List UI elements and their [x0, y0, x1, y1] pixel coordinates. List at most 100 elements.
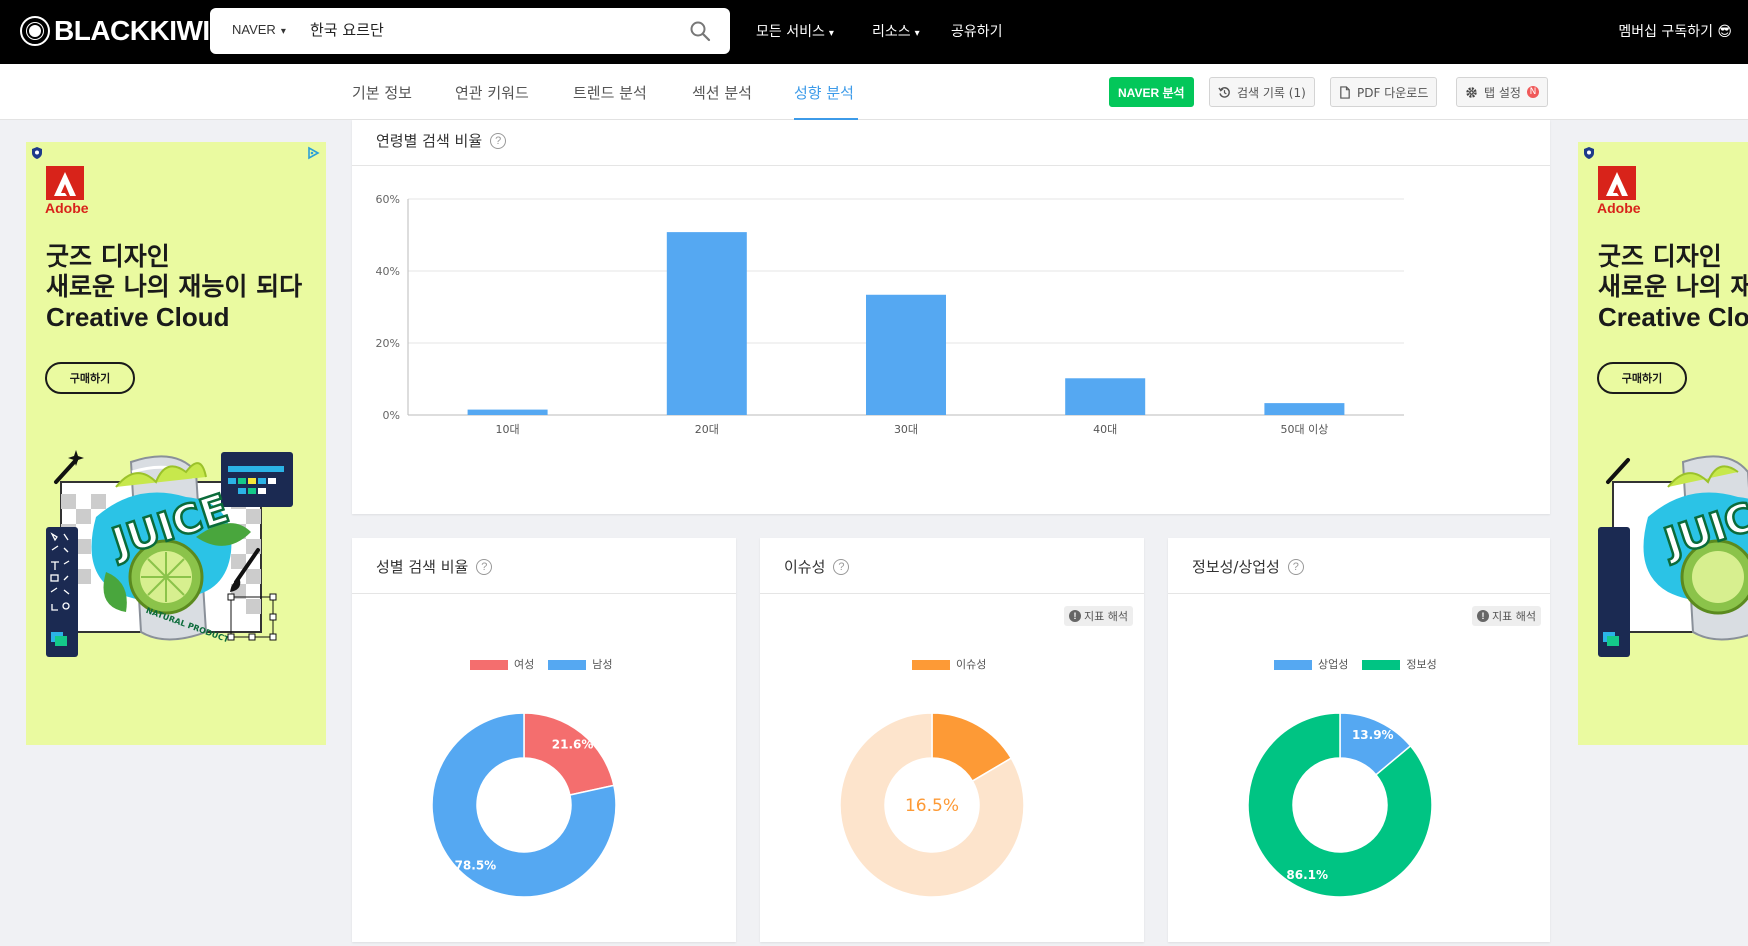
help-icon[interactable]: ? [1287, 558, 1304, 575]
issue-donut-chart: 16.5% [839, 712, 1025, 898]
info-commercial-title: 정보성/상업성 ? [1192, 556, 1304, 577]
chevron-down-icon: ▾ [828, 28, 834, 39]
ad-buy-button[interactable]: 구매하기 [45, 362, 135, 394]
gear-icon [1466, 86, 1477, 98]
adobe-brand-text: Adobe [45, 200, 89, 216]
legend-item-commercial[interactable]: 상업성 [1274, 656, 1348, 672]
help-icon[interactable]: ? [476, 558, 493, 575]
ad-privacy-icon[interactable] [1582, 146, 1596, 160]
interpret-label: 지표 해석 [1084, 610, 1128, 623]
naver-analysis-button[interactable]: NAVER 분석 [1109, 77, 1194, 107]
menu-all-services[interactable]: 모든 서비스 ▾ [756, 21, 834, 41]
bar[interactable] [467, 409, 548, 415]
age-ratio-title-text: 연령별 검색 비율 [376, 132, 483, 150]
bar[interactable] [666, 232, 747, 415]
ad-banner-left[interactable]: Adobe 굿즈 디자인 새로운 나의 재능이 되다 Creative Clou… [26, 142, 326, 745]
gender-ratio-title-text: 성별 검색 비율 [376, 558, 469, 576]
donut-slice[interactable] [431, 712, 617, 898]
legend-item-informational[interactable]: 정보성 [1362, 656, 1437, 672]
legend-label-informational: 정보성 [1406, 658, 1437, 671]
gender-ratio-card: 성별 검색 비율 ? 여성 남성 21.6% 78.5% [352, 538, 736, 942]
pdf-download-button[interactable]: PDF 다운로드 [1330, 77, 1438, 107]
gender-ratio-title: 성별 검색 비율 ? [376, 556, 493, 577]
donut-slice[interactable] [1247, 712, 1433, 898]
search-history-button[interactable]: 검색 기록 (1) [1209, 77, 1315, 107]
adobe-logo-icon [46, 166, 84, 200]
legend-swatch-male [548, 660, 587, 670]
adchoices-icon[interactable] [306, 146, 320, 160]
ad-headline-line-3: Creative Clo [1598, 302, 1748, 332]
new-badge-icon: N [1526, 86, 1539, 98]
chevron-down-icon: ▾ [280, 26, 286, 37]
membership-link[interactable]: 멤버십 구독하기 😎 [1618, 24, 1732, 40]
search-icon[interactable] [688, 19, 712, 43]
search-input[interactable] [310, 20, 630, 38]
menu-resources-label: 리소스 [872, 24, 911, 40]
bar[interactable] [1264, 403, 1345, 415]
ad-privacy-icon[interactable] [30, 146, 44, 160]
bar[interactable] [1065, 378, 1146, 415]
logo-text: BLACKKIWI [54, 15, 210, 46]
donut-slice[interactable] [839, 712, 1025, 898]
active-tab-indicator [794, 118, 858, 120]
card-divider [352, 593, 736, 594]
info-commercial-title-text: 정보성/상업성 [1192, 558, 1280, 576]
ad-headline: 굿즈 디자인 새로운 나의 재능이 되다 Creative Cloud [46, 242, 302, 332]
adobe-brand-text: Adobe [1597, 200, 1641, 216]
analysis-tabs-bar: 기본 정보 연관 키워드 트렌드 분석 섹션 분석 성향 분석 NAVER 분석… [0, 64, 1748, 120]
x-tick-label: 30대 [894, 423, 918, 436]
donut-slice[interactable] [523, 712, 615, 796]
interpret-label: 지표 해석 [1492, 610, 1536, 623]
legend-item-male[interactable]: 남성 [548, 656, 613, 672]
tab-tendency-analysis[interactable]: 성향 분석 [794, 84, 854, 102]
history-icon [1218, 86, 1230, 98]
issue-title-text: 이슈성 [784, 558, 826, 576]
search-engine-select[interactable]: NAVER ▾ [232, 22, 286, 37]
x-tick-label: 50대 이상 [1280, 423, 1328, 436]
file-icon [1340, 85, 1350, 99]
ad-banner-right[interactable]: Adobe 굿즈 디자인 새로운 나의 재 Creative Clo 구매하기 … [1578, 142, 1748, 745]
x-tick-label: 40대 [1093, 423, 1117, 436]
info-icon: ! [1069, 610, 1081, 622]
adobe-logo-icon [1598, 166, 1636, 200]
legend-item-issue[interactable]: 이슈성 [912, 656, 986, 672]
issue-card: 이슈성 ? ! 지표 해석 이슈성 16.5% [760, 538, 1144, 942]
menu-share[interactable]: 공유하기 [951, 21, 1003, 41]
help-icon[interactable]: ? [490, 132, 507, 149]
legend-label-commercial: 상업성 [1318, 658, 1349, 671]
tab-trend-analysis[interactable]: 트렌드 분석 [573, 84, 647, 102]
gender-donut-chart: 21.6% 78.5% [431, 712, 617, 898]
ad-buy-button[interactable]: 구매하기 [1597, 362, 1687, 394]
y-tick-label: 60% [376, 193, 400, 206]
tab-section-analysis[interactable]: 섹션 분석 [692, 84, 752, 102]
tab-basic-info[interactable]: 기본 정보 [352, 84, 412, 102]
menu-share-label: 공유하기 [951, 24, 1003, 40]
interpret-button[interactable]: ! 지표 해석 [1472, 606, 1541, 626]
naver-analysis-label: NAVER 분석 [1118, 85, 1185, 100]
search-history-label: 검색 기록 (1) [1237, 85, 1306, 100]
legend-item-female[interactable]: 여성 [470, 656, 534, 672]
legend-label-male: 남성 [592, 658, 613, 671]
x-tick-label: 10대 [496, 423, 520, 436]
help-icon[interactable]: ? [833, 558, 850, 575]
legend-label-issue: 이슈성 [956, 658, 987, 671]
chevron-down-icon: ▾ [914, 28, 920, 39]
menu-resources[interactable]: 리소스 ▾ [872, 21, 920, 41]
slice-value-label: 86.1% [1286, 868, 1328, 882]
card-divider [760, 593, 1144, 594]
menu-all-services-label: 모든 서비스 [756, 24, 825, 40]
issue-legend: 이슈성 [912, 656, 986, 672]
legend-swatch-female [470, 660, 508, 670]
bar[interactable] [866, 294, 946, 415]
legend-label-female: 여성 [514, 658, 535, 671]
info-icon: ! [1477, 610, 1489, 622]
tab-settings-button[interactable]: 탭 설정 N [1456, 77, 1548, 107]
y-tick-label: 20% [376, 337, 400, 350]
tab-settings-label: 탭 설정 [1484, 85, 1521, 100]
pdf-download-label: PDF 다운로드 [1357, 85, 1429, 100]
blackkiwi-logo[interactable]: BLACKKIWI [20, 14, 210, 48]
ad-juice-illustration: JUICE [1598, 455, 1748, 657]
tab-related-keywords[interactable]: 연관 키워드 [455, 84, 529, 102]
y-tick-label: 40% [376, 265, 400, 278]
interpret-button[interactable]: ! 지표 해석 [1064, 606, 1133, 626]
